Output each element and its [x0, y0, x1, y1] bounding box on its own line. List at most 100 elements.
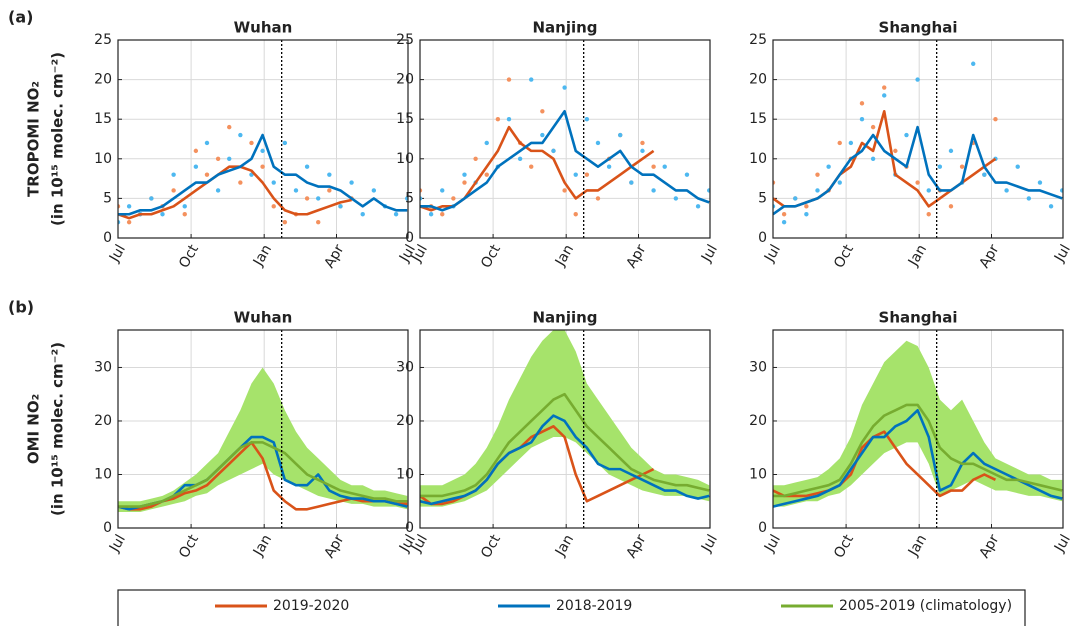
x-tick-label: Jul: [396, 532, 419, 556]
y-tick-label: 5: [103, 190, 112, 206]
scatter-point: [993, 117, 998, 122]
scatter-point: [227, 124, 232, 130]
scatter-point: [562, 85, 567, 90]
x-tick-label: Apr: [321, 532, 347, 561]
chart-title: Nanjing: [532, 309, 597, 327]
scatter-point: [781, 212, 787, 217]
scatter-point: [684, 172, 690, 177]
scatter-point: [870, 156, 876, 161]
scatter-point: [859, 117, 865, 122]
y-tick-label: 25: [94, 32, 112, 48]
scatter-point: [193, 148, 199, 154]
y-tick-label: 10: [94, 151, 112, 167]
scatter-point: [473, 156, 478, 161]
scatter-point: [495, 117, 501, 122]
scatter-point: [595, 140, 601, 146]
scatter-point: [640, 140, 645, 146]
scatter-point: [451, 196, 456, 201]
y-tick-label: 5: [405, 190, 414, 206]
y-tick-label: 20: [94, 413, 112, 429]
x-tick-label: Jan: [250, 532, 275, 560]
scatter-point: [304, 196, 310, 201]
y-tick-label: 10: [749, 151, 767, 167]
legend-label: 2019-2020: [273, 598, 349, 614]
scatter-point: [595, 196, 601, 201]
scatter-point: [893, 148, 898, 154]
y-tick-label: 15: [94, 111, 112, 127]
scatter-point: [238, 180, 243, 185]
y-axis-label: (in 10¹⁵ molec. cm⁻²): [49, 342, 67, 516]
scatter-point: [793, 196, 798, 201]
chart-title: Shanghai: [879, 19, 958, 37]
scatter-point: [171, 172, 176, 177]
y-tick-label: 20: [94, 72, 112, 88]
x-tick-label: Jan: [250, 242, 275, 270]
chart-title: Wuhan: [234, 309, 293, 327]
plot-area: [420, 330, 710, 507]
y-tick-label: 20: [749, 72, 767, 88]
x-tick-label: Apr: [623, 242, 649, 271]
x-tick-label: Oct: [176, 532, 202, 561]
y-axis-label: (in 10¹⁵ molec. cm⁻²): [49, 52, 67, 226]
scatter-point: [971, 61, 976, 66]
range-band: [118, 367, 408, 512]
series-line: [118, 165, 352, 220]
scatter-point: [673, 196, 679, 201]
axes-box: [419, 329, 711, 529]
scatter-point: [271, 180, 276, 185]
scatter-point: [338, 204, 343, 209]
scatter-point: [1026, 196, 1032, 201]
x-tick-label: Jul: [1051, 532, 1074, 556]
y-tick-label: 15: [396, 111, 414, 127]
scatter-point: [405, 196, 408, 201]
series-line: [420, 392, 710, 498]
scatter-point: [618, 132, 623, 138]
x-tick-label: Apr: [623, 532, 649, 561]
x-tick-label: Oct: [831, 242, 857, 271]
x-tick-label: Jan: [552, 242, 577, 270]
scatter-point: [260, 148, 265, 154]
scatter-point: [1060, 188, 1063, 193]
x-tick-label: Oct: [176, 242, 202, 271]
scatter-point: [238, 132, 243, 138]
scatter-point: [327, 172, 332, 177]
series-line: [773, 125, 1063, 216]
x-tick-label: Oct: [478, 242, 504, 271]
y-tick-label: 20: [396, 72, 414, 88]
x-tick-label: Oct: [478, 532, 504, 561]
scatter-point: [815, 172, 820, 177]
y-tick-label: 10: [94, 466, 112, 482]
scatter-point: [160, 212, 165, 217]
scatter-point: [815, 188, 820, 193]
scatter-point: [870, 124, 876, 130]
y-tick-label: 0: [103, 230, 112, 246]
panel-label: (a): [8, 8, 33, 27]
x-tick-label: Jan: [552, 532, 577, 560]
axes-box: [772, 39, 1064, 239]
scatter-point: [428, 212, 434, 217]
scatter-point: [349, 180, 354, 185]
series-line: [420, 109, 710, 212]
series-line: [773, 430, 997, 498]
scatter-point: [260, 164, 265, 169]
scatter-point: [937, 164, 943, 169]
axes-box: [419, 39, 711, 239]
scatter-point: [293, 188, 299, 193]
series-line: [773, 408, 1063, 508]
scatter-point: [484, 172, 489, 177]
x-tick-label: Jul: [408, 532, 431, 556]
y-tick-label: 10: [396, 466, 414, 482]
panel-label: (b): [8, 298, 34, 317]
scatter-point: [926, 212, 931, 217]
scatter-point: [651, 188, 656, 193]
y-tick-label: 15: [749, 111, 767, 127]
range-band: [420, 330, 710, 507]
scatter-point: [837, 180, 842, 185]
scatter-point: [606, 164, 612, 169]
x-tick-label: Jan: [905, 532, 930, 560]
x-tick-label: Jul: [106, 532, 129, 556]
scatter-point: [393, 212, 399, 217]
scatter-point: [204, 172, 210, 177]
scatter-point: [249, 140, 254, 146]
scatter-point: [126, 219, 132, 225]
